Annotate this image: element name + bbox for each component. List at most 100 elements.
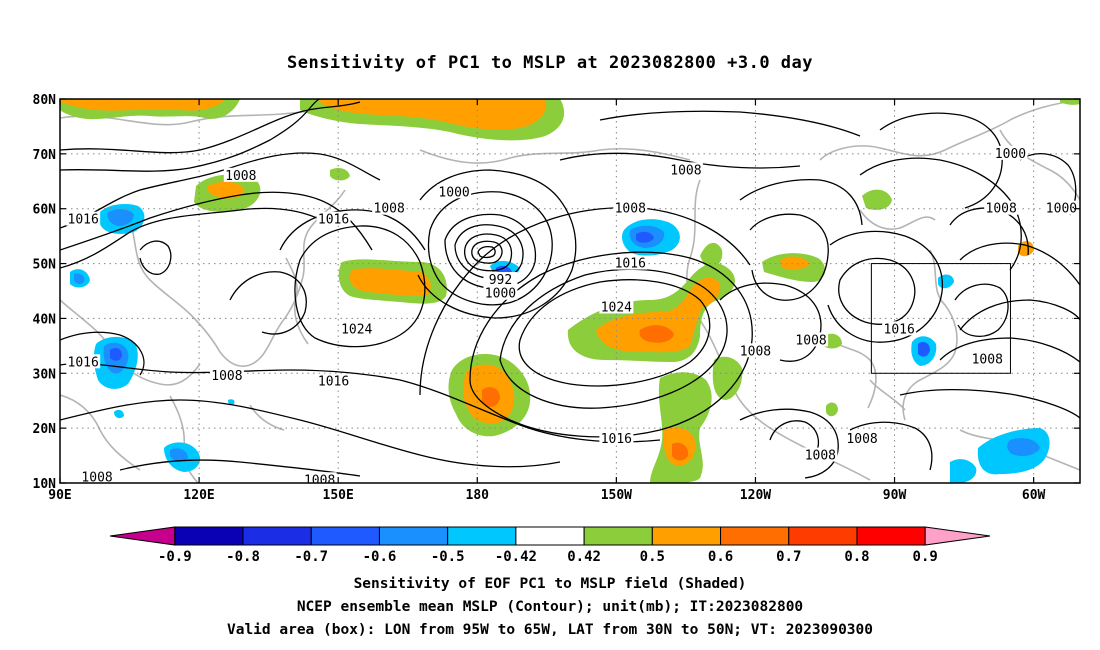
contour-label-bg xyxy=(302,472,337,483)
contour-label: 1008 xyxy=(670,163,701,178)
contour-label: 1008 xyxy=(211,369,242,384)
colorbar-tick-label: 0.7 xyxy=(776,549,801,565)
colorbar-segment xyxy=(242,526,312,546)
lat-tick-label: 40N xyxy=(33,312,57,327)
coastlines xyxy=(60,99,1080,483)
contour-label-bg xyxy=(339,321,374,336)
colorbar-segment xyxy=(447,526,517,546)
shade-positive-hudson xyxy=(862,189,892,210)
colorbar-extend-low xyxy=(109,526,176,546)
shade-negative-west-edge xyxy=(74,273,85,285)
lon-tick-label: 90W xyxy=(883,488,907,503)
map-frame xyxy=(59,98,1081,484)
contour-label-bg xyxy=(66,211,101,226)
colorbar-tick-label: 0.6 xyxy=(708,549,733,565)
caption-line-1: Sensitivity of EOF PC1 to MSLP field (Sh… xyxy=(354,576,747,592)
shade-negative-caribbean xyxy=(950,459,977,483)
shade-positive-subtropical xyxy=(482,387,500,407)
colorbar-tick-label: -0.7 xyxy=(294,549,328,565)
contour-label-bg xyxy=(803,447,838,462)
contour-label-bg xyxy=(599,299,634,314)
colorbar-tick-label: 0.9 xyxy=(913,549,938,565)
contour-label-bg xyxy=(970,351,1005,366)
contour-label: 1016 xyxy=(601,432,632,447)
shade-negative-siberia xyxy=(107,209,134,226)
contour-label-bg xyxy=(316,373,351,388)
lon-tick-label: 150W xyxy=(601,488,632,503)
colorbar-segment xyxy=(788,526,858,546)
contour-label: 1008 xyxy=(304,473,335,488)
shade-positive-mexico xyxy=(712,356,743,400)
lat-tick-label: 20N xyxy=(33,422,57,437)
contour-label: 1024 xyxy=(601,300,632,315)
contour-label: 1024 xyxy=(341,322,372,337)
lat-tick-label: 30N xyxy=(33,367,57,382)
colorbar-segment xyxy=(651,526,722,546)
contour-label-bg xyxy=(613,200,648,215)
contour-label: 1016 xyxy=(615,257,646,272)
lon-tick-label: 60W xyxy=(1022,488,1046,503)
shade-negative-china xyxy=(110,348,122,361)
contour-label-bg xyxy=(668,162,703,177)
shade-negative-philippines xyxy=(170,448,188,462)
shade-positive-gulf-b xyxy=(826,402,838,417)
contour-label: 1016 xyxy=(318,375,349,390)
tick-marks xyxy=(59,98,1080,484)
contour-label: 1008 xyxy=(846,432,877,447)
lon-tick-label: 180 xyxy=(466,488,490,503)
colorbar-segment xyxy=(583,526,653,546)
shade-positive-arctic xyxy=(60,99,225,111)
contour-label: 1000 xyxy=(485,287,516,302)
lat-tick-label: 50N xyxy=(33,258,57,273)
contour-label: 1008 xyxy=(740,344,771,359)
lat-tick-label: 80N xyxy=(33,93,57,108)
shade-negative-caribbean-b xyxy=(1007,438,1040,456)
shade-positive-kamchatka xyxy=(349,268,431,296)
shade-negative-gulf-alaska xyxy=(636,231,654,243)
colorbar-segment xyxy=(378,526,449,546)
colorbar-segment xyxy=(720,526,790,546)
contour-label-bg xyxy=(882,321,917,336)
figure-title: Sensitivity of PC1 to MSLP at 2023082800… xyxy=(287,53,813,73)
contour-label-bg xyxy=(80,469,115,483)
lat-tick-label: 70N xyxy=(33,148,57,163)
contour-label-bg xyxy=(483,285,518,300)
colorbar-tick-label: -0.9 xyxy=(158,549,192,565)
colorbar-segment xyxy=(310,526,380,546)
graticule xyxy=(60,99,1080,483)
shade-positive-north-pacific-east xyxy=(700,242,723,269)
caption-line-2: NCEP ensemble mean MSLP (Contour); unit(… xyxy=(297,599,803,615)
colorbar-tick-label: -0.42 xyxy=(495,549,537,565)
contour-label: 1008 xyxy=(805,449,836,464)
colorbar-segment xyxy=(856,526,926,546)
contour-label-bg xyxy=(794,332,829,347)
contour-label-bg xyxy=(209,368,244,383)
contour-label-bg xyxy=(316,211,351,226)
colorbar: -0.9 -0.8 -0.7 -0.6 -0.5 -0.42 0.42 0.5 0.6 0.7 0.… xyxy=(109,526,991,565)
shade-negative-small-b xyxy=(228,399,235,405)
contour-label: 1008 xyxy=(374,202,405,217)
contour-label-bg xyxy=(599,431,634,446)
lat-tick-label: 10N xyxy=(33,477,57,492)
contour-label-bg xyxy=(437,184,472,199)
contour-label-bg xyxy=(223,167,258,182)
longitude-axis: 90E 120E 150E 180 150W 120W 90W 60W xyxy=(48,488,1045,503)
contour-label: 1016 xyxy=(68,355,99,370)
shade-positive-arctic-east xyxy=(318,99,547,130)
shade-positive-eastern-pacific xyxy=(672,442,689,461)
contour-label-bg xyxy=(738,343,773,358)
lon-tick-label: 120W xyxy=(740,488,771,503)
contour-label: 1000 xyxy=(1046,202,1077,217)
colorbar-tick-label: -0.6 xyxy=(363,549,397,565)
contour-label: 1008 xyxy=(972,353,1003,368)
sensitivity-shading xyxy=(60,99,1080,483)
shade-positive-arctic-canada xyxy=(1060,99,1080,105)
shade-positive-siberia xyxy=(207,181,245,199)
colorbar-tick-label: 0.42 xyxy=(567,549,601,565)
shade-negative-east-coast xyxy=(918,342,930,357)
lon-tick-label: 150E xyxy=(323,488,354,503)
colorbar-tick-label: -0.8 xyxy=(226,549,260,565)
colorbar-tick-label: -0.5 xyxy=(431,549,465,565)
lon-tick-label: 90E xyxy=(48,488,71,503)
shade-positive-central-pacific xyxy=(639,325,674,343)
